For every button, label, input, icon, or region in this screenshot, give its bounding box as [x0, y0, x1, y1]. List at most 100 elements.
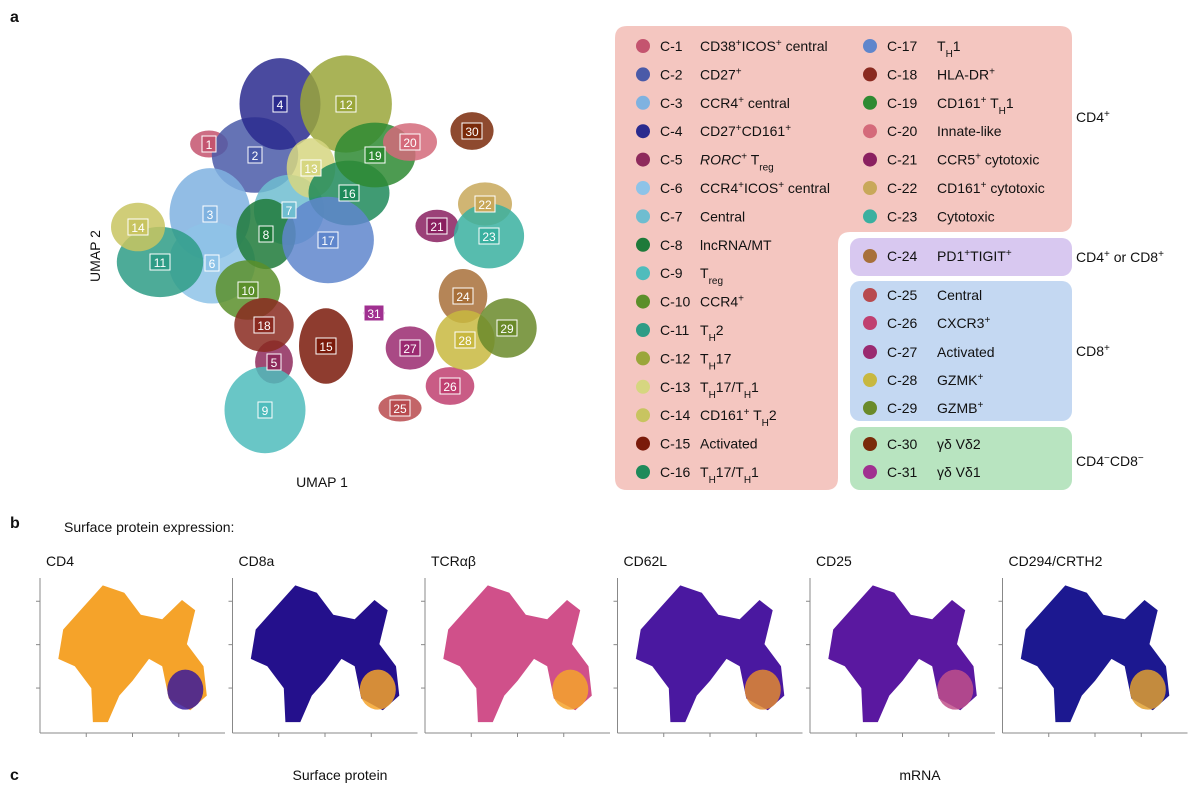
legend-label-part: GZMB — [937, 400, 977, 416]
cluster-number: 4 — [277, 98, 284, 112]
legend-id: C-12 — [660, 350, 691, 366]
legend-dot — [863, 39, 877, 53]
legend-label-part: 17 — [716, 350, 732, 366]
legend-label-part: ICOS — [742, 38, 776, 54]
cluster-number: 8 — [263, 228, 270, 242]
legend-label-part: + — [975, 151, 981, 162]
marker-title: CD4 — [46, 553, 74, 569]
cluster-tag — [399, 133, 421, 151]
legend-dot — [636, 67, 650, 82]
legend-label-part: CCR4 — [700, 180, 738, 196]
legend-label-part: reg — [759, 162, 773, 173]
cluster-number: 1 — [206, 138, 213, 152]
cluster-number: 3 — [207, 208, 214, 222]
legend-label-part: Cytotoxic — [937, 208, 995, 224]
group-label-part: + — [1158, 249, 1164, 260]
cluster-number: 2 — [252, 149, 259, 163]
legend-label-part: T — [700, 464, 709, 480]
legend-label-part: CXCR3 — [937, 315, 985, 331]
legend-label-part: GZMK — [937, 372, 978, 388]
legend-dot — [636, 152, 650, 167]
legend-dot — [636, 209, 650, 224]
legend-label-part: T — [700, 379, 709, 395]
legend-label-part: T — [700, 322, 709, 338]
cluster-number: 21 — [430, 220, 444, 234]
cluster-tag — [452, 287, 474, 305]
legend-dot — [863, 67, 877, 82]
legend-label-part: Central — [700, 208, 745, 224]
legend-label-part: + — [977, 372, 983, 383]
legend-label: lncRNA/MT — [700, 237, 772, 253]
group-label-part: − — [1104, 453, 1110, 464]
cluster-tag — [257, 401, 273, 419]
legend-label-part: H — [709, 475, 716, 486]
group-label: CD8+ — [1076, 343, 1110, 360]
legend-dot — [863, 181, 877, 195]
legend-label: Central — [700, 208, 745, 224]
group-label-part: CD4 — [1076, 109, 1104, 125]
legend-label-part: CCR4 — [700, 294, 738, 310]
legend-id: C-18 — [887, 66, 918, 82]
cluster-number: 27 — [403, 342, 417, 356]
marker-title: TCRαβ — [431, 553, 476, 569]
legend-id: C-3 — [660, 95, 683, 111]
cluster-number: 7 — [286, 204, 293, 218]
legend-id: C-6 — [660, 180, 683, 196]
legend-label-part: γδ Vδ2 — [937, 436, 981, 452]
legend-label-part: central — [784, 180, 830, 196]
legend-id: C-27 — [887, 344, 918, 360]
group-label: CD4+ — [1076, 109, 1110, 126]
cluster-number: 28 — [458, 334, 472, 348]
legend-label: CD161+ TH2 — [700, 407, 777, 429]
legend-id: C-5 — [660, 152, 683, 168]
legend-label: CD38+ICOS+ central — [700, 38, 828, 55]
legend-label-part: TIGIT — [970, 248, 1006, 264]
legend-dot — [636, 181, 650, 195]
legend-label-part: T — [749, 407, 762, 423]
legend-label: TH17/TH1 — [700, 464, 759, 486]
marker-title: CD25 — [816, 553, 852, 569]
legend-dot — [863, 288, 877, 302]
legend-label: Activated — [700, 436, 758, 452]
legend-dot — [636, 323, 650, 337]
legend-label: Cytotoxic — [937, 208, 995, 224]
cluster-number: 20 — [403, 136, 417, 150]
expression-highlight — [1129, 669, 1166, 710]
legend-dot — [863, 124, 877, 139]
legend-label-part: + — [964, 248, 970, 259]
legend-label: CCR5+ cytotoxic — [937, 151, 1039, 168]
x-axis-label: UMAP 1 — [296, 474, 348, 490]
legend-label: GZMK+ — [937, 372, 983, 389]
expression-highlight — [167, 669, 204, 710]
legend-label-part: CD27 — [700, 66, 736, 82]
cluster-tag — [315, 337, 337, 355]
cluster-tag — [439, 377, 461, 395]
legend-id: C-4 — [660, 123, 683, 139]
legend-id: C-10 — [660, 294, 691, 310]
legend-label-part: H — [946, 49, 953, 60]
legend-id: C-20 — [887, 123, 918, 139]
legend-label-part: H — [709, 361, 716, 372]
legend-id: C-14 — [660, 407, 691, 423]
legend-label: Innate-like — [937, 123, 1002, 139]
legend-label-part: CD161 — [742, 123, 786, 139]
cluster-tag — [253, 316, 275, 334]
legend-id: C-15 — [660, 436, 691, 452]
legend-label-part: + — [736, 123, 742, 134]
legend-label-part: 1 — [751, 464, 759, 480]
legend-id: C-26 — [887, 315, 918, 331]
legend-dot — [863, 373, 877, 387]
group-label-part: CD8 — [1110, 453, 1138, 469]
cluster-number: 18 — [257, 319, 271, 333]
legend-label-part: CD161 — [937, 180, 981, 196]
legend-id: C-23 — [887, 208, 918, 224]
cluster-number: 29 — [500, 322, 514, 336]
legend-id: C-17 — [887, 38, 918, 54]
legend-label-part: + — [736, 66, 742, 77]
legend-dot — [636, 294, 650, 309]
cluster-tag — [363, 304, 385, 322]
legend-id: C-22 — [887, 180, 918, 196]
cluster-tag — [202, 205, 218, 223]
legend-label-part: 1 — [751, 379, 759, 395]
